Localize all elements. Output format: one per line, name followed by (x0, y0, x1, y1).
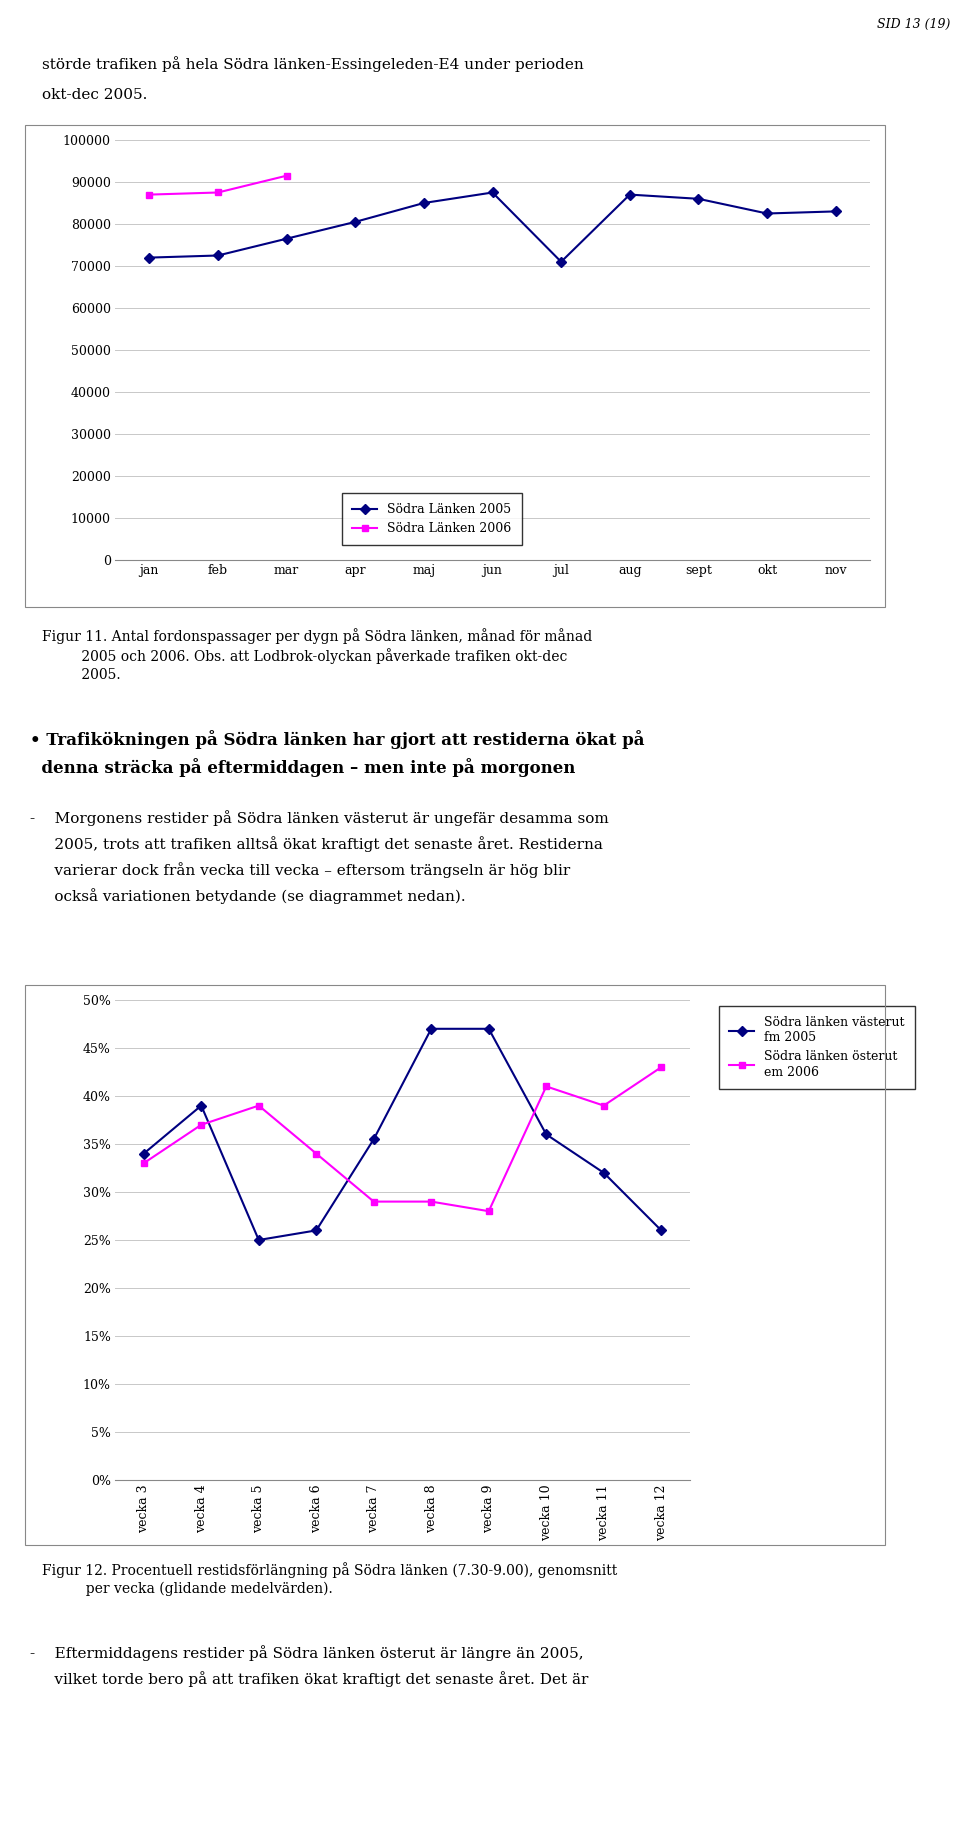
Text: okt-dec 2005.: okt-dec 2005. (42, 88, 148, 102)
Södra Länken 2005 (693, 188, 705, 210)
Södra länken västerut
fm 2005 (540, 1124, 552, 1146)
Text: störde trafiken på hela Södra länken-Essingeleden-E4 under perioden: störde trafiken på hela Södra länken-Ess… (42, 57, 584, 71)
Text: Figur 11. Antal fordonspassager per dygn på Södra länken, månad för månad: Figur 11. Antal fordonspassager per dygn… (42, 628, 592, 644)
Text: Figur 12. Procentuell restidsförlängning på Södra länken (7.30-9.00), genomsnitt: Figur 12. Procentuell restidsförlängning… (42, 1563, 617, 1577)
Södra länken västerut
fm 2005 (368, 1129, 379, 1151)
Södra Länken 2005 (487, 181, 498, 203)
Södra Länken 2006 (281, 165, 293, 187)
Södra länken österut
em 2006 (540, 1076, 552, 1098)
Södra länken österut
em 2006 (598, 1094, 610, 1116)
Södra länken västerut
fm 2005 (310, 1219, 322, 1241)
Södra länken österut
em 2006 (253, 1094, 265, 1116)
Södra länken österut
em 2006 (656, 1056, 667, 1078)
Södra Länken 2005 (419, 192, 430, 214)
Text: SID 13 (19): SID 13 (19) (876, 18, 950, 31)
Text: denna sträcka på eftermiddagen – men inte på morgonen: denna sträcka på eftermiddagen – men int… (30, 758, 575, 778)
Södra länken västerut
fm 2005 (598, 1162, 610, 1184)
Södra Länken 2006 (144, 183, 156, 205)
Södra Länken 2005 (144, 247, 156, 269)
Text: vilket torde bero på att trafiken ökat kraftigt det senaste året. Det är: vilket torde bero på att trafiken ökat k… (30, 1671, 588, 1687)
Text: -    Eftermiddagens restider på Södra länken österut är längre än 2005,: - Eftermiddagens restider på Södra länke… (30, 1645, 584, 1662)
Line: Södra Länken 2006: Södra Länken 2006 (146, 172, 290, 198)
Text: 2005, trots att trafiken alltså ökat kraftigt det senaste året. Restiderna: 2005, trots att trafiken alltså ökat kra… (30, 836, 603, 853)
Line: Södra länken österut
em 2006: Södra länken österut em 2006 (140, 1063, 664, 1215)
Södra länken österut
em 2006 (310, 1142, 322, 1164)
Södra Länken 2006 (212, 181, 224, 203)
Södra Länken 2005 (212, 245, 224, 267)
Södra länken västerut
fm 2005 (253, 1230, 265, 1252)
Line: Södra länken västerut
fm 2005: Södra länken västerut fm 2005 (140, 1025, 664, 1243)
Södra länken österut
em 2006 (483, 1200, 494, 1222)
Södra Länken 2005 (624, 183, 636, 205)
Legend: Södra länken västerut
fm 2005, Södra länken österut
em 2006: Södra länken västerut fm 2005, Södra län… (719, 1007, 915, 1089)
Line: Södra Länken 2005: Södra Länken 2005 (146, 188, 839, 265)
Text: 2005.: 2005. (42, 668, 121, 683)
Södra länken österut
em 2006 (196, 1114, 207, 1136)
Text: per vecka (glidande medelvärden).: per vecka (glidande medelvärden). (42, 1581, 333, 1596)
Södra Länken 2005 (556, 251, 567, 273)
Text: 2005 och 2006. Obs. att Lodbrok-olyckan påverkade trafiken okt-dec: 2005 och 2006. Obs. att Lodbrok-olyckan … (42, 648, 567, 664)
Södra länken österut
em 2006 (425, 1191, 437, 1213)
Södra Länken 2005 (349, 210, 361, 232)
Text: varierar dock från vecka till vecka – eftersom trängseln är hög blir: varierar dock från vecka till vecka – ef… (30, 862, 570, 878)
Text: • Trafikökningen på Södra länken har gjort att restiderna ökat på: • Trafikökningen på Södra länken har gjo… (30, 730, 644, 748)
Södra länken österut
em 2006 (368, 1191, 379, 1213)
Södra länken västerut
fm 2005 (425, 1017, 437, 1039)
Text: -    Morgonens restider på Södra länken västerut är ungefär desamma som: - Morgonens restider på Södra länken väs… (30, 811, 609, 825)
Södra länken österut
em 2006 (138, 1153, 150, 1175)
Legend: Södra Länken 2005, Södra Länken 2006: Södra Länken 2005, Södra Länken 2006 (343, 492, 521, 545)
Södra länken västerut
fm 2005 (196, 1094, 207, 1116)
Södra Länken 2005 (281, 227, 293, 249)
Södra Länken 2005 (830, 201, 842, 223)
Södra Länken 2005 (761, 203, 773, 225)
Södra länken västerut
fm 2005 (138, 1142, 150, 1164)
Södra länken västerut
fm 2005 (656, 1219, 667, 1241)
Södra länken västerut
fm 2005 (483, 1017, 494, 1039)
Text: också variationen betydande (se diagrammet nedan).: också variationen betydande (se diagramm… (30, 888, 466, 904)
